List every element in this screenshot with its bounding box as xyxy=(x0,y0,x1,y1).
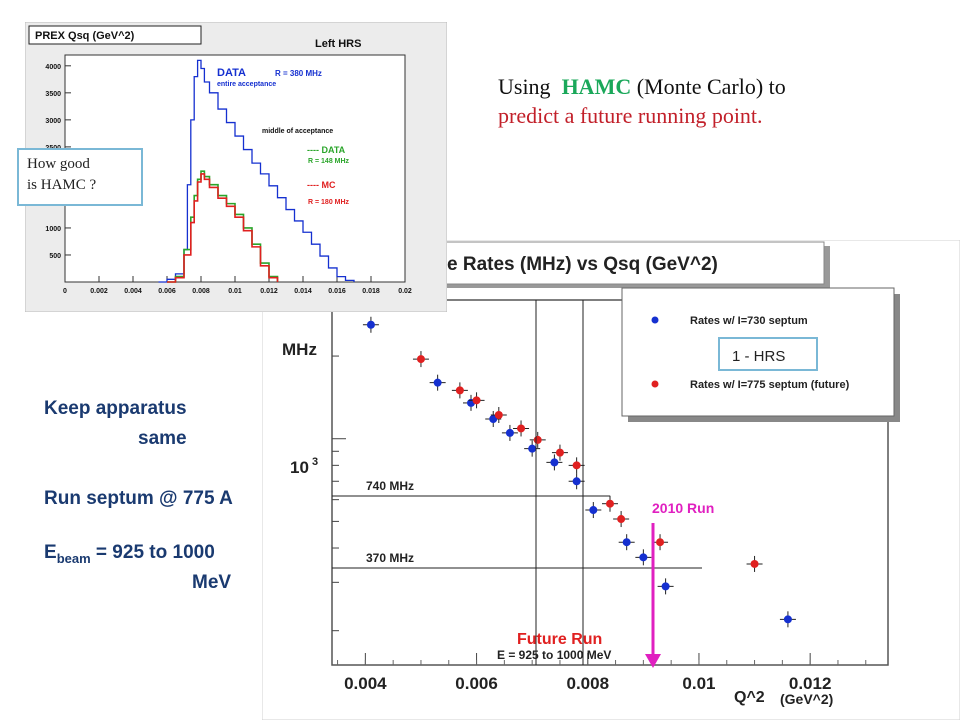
hist-ann-green: ---- DATA xyxy=(307,145,346,155)
hist-ann-data-sub: entire acceptance xyxy=(217,81,276,88)
hist-xtick-label: 0 xyxy=(63,288,67,295)
rates-point-red xyxy=(555,448,564,457)
caption-predict: predict a future running point. xyxy=(498,103,763,128)
left-line-1: Keep apparatus xyxy=(44,398,187,419)
rates-ytick-exp: 3 xyxy=(312,456,318,468)
caption: Using HAMC (Monte Carlo) to predict a fu… xyxy=(498,72,798,130)
hist-xtick-label: 0.012 xyxy=(260,288,278,295)
hist-xtick-label: 0.016 xyxy=(328,288,346,295)
rates-xtick-label: 0.01 xyxy=(682,674,715,693)
hist-ytick-label: 500 xyxy=(49,253,61,260)
rates-point-red xyxy=(606,499,614,508)
future-run-arrow-head xyxy=(645,654,661,668)
rates-point-blue xyxy=(639,553,648,562)
rates-title-box xyxy=(395,241,825,285)
hist-series-0-line xyxy=(158,59,355,283)
rates-plot-frame xyxy=(331,299,889,666)
hist-xtick-label: 0.01 xyxy=(228,288,242,295)
left-line-4: Ebeam = 925 to 1000 xyxy=(44,542,215,566)
rates-ytick-base: 10 xyxy=(290,458,309,477)
hist-xtick-label: 0.008 xyxy=(192,288,210,295)
rates-xtick-label: 0.006 xyxy=(455,674,498,693)
legend-note-box xyxy=(718,337,818,371)
rates-point-red xyxy=(750,559,759,568)
rates-point-red xyxy=(572,461,581,470)
run-2010-label: 2010 Run xyxy=(652,500,714,516)
rates-point-blue xyxy=(783,615,792,624)
rates-xtick-label: 0.008 xyxy=(566,674,609,693)
hist-ann-green-rate: R = 148 MHz xyxy=(308,158,350,165)
rates-title: e Rates (MHz) vs Qsq (GeV^2) xyxy=(447,254,718,275)
rates-point-red xyxy=(416,355,425,364)
hamc-callout: How good is HAMC ? xyxy=(17,148,143,206)
hist-xtick-label: 0.02 xyxy=(398,288,412,295)
hist-ytick-label: 1000 xyxy=(45,226,61,233)
legend-marker-red xyxy=(651,380,659,388)
hist-xtick-label: 0.002 xyxy=(90,288,108,295)
histogram-title-box xyxy=(28,25,202,45)
hist-ytick-label: 4000 xyxy=(45,64,61,71)
left-line-2: same xyxy=(138,428,187,449)
hist-ytick-label: 3500 xyxy=(45,91,61,98)
legend-entry-775: Rates w/ I=775 septum (future) xyxy=(690,379,850,391)
rates-chart: e Rates (MHz) vs Qsq (GeV^2) 0.004 0.006 0… xyxy=(262,240,960,720)
hist-ann-middle: middle of acceptance xyxy=(262,128,333,135)
legend-marker-blue xyxy=(651,316,659,324)
rates-point-red xyxy=(533,435,542,444)
rates-point-blue xyxy=(528,444,537,453)
rates-point-blue xyxy=(366,320,375,329)
rates-xlabel: Q^2 xyxy=(734,689,765,706)
legend-entry-730: Rates w/ I=730 septum xyxy=(690,315,808,327)
histogram-title: PREX Qsq (GeV^2) xyxy=(35,30,135,42)
hist-xtick-label: 0.018 xyxy=(362,288,380,295)
future-run-label: Future Run xyxy=(517,631,602,648)
rates-xtick-label: 0.012 xyxy=(789,674,832,693)
hist-xtick-label: 0.004 xyxy=(124,288,142,295)
hist-ann-data-rate: R = 380 MHz xyxy=(275,69,322,78)
ref-label-370: 370 MHz xyxy=(366,551,414,565)
caption-part1: Using xyxy=(498,74,551,99)
left-line-3: Run septum @ 775 A xyxy=(44,488,233,509)
hist-ann-data: DATA xyxy=(217,67,246,79)
rates-point-blue xyxy=(572,477,581,486)
caption-hamc: HAMC xyxy=(561,74,632,99)
rates-point-blue xyxy=(622,538,631,547)
rates-point-blue xyxy=(550,458,559,467)
rates-point-blue xyxy=(505,428,514,437)
ebeam-prefix: E xyxy=(44,542,57,563)
ebeam-rest: = 925 to 1000 xyxy=(90,542,215,563)
rates-ylabel: MHz xyxy=(282,340,317,359)
rates-point-red xyxy=(617,515,626,524)
rates-point-red xyxy=(517,424,526,433)
rates-xlabel-unit: (GeV^2) xyxy=(780,691,833,707)
rates-point-blue xyxy=(433,378,442,387)
legend-note: 1 - HRS xyxy=(732,348,785,365)
ref-label-740: 740 MHz xyxy=(366,479,414,493)
histogram-chart: PREX Qsq (GeV^2) Left HRS 0 0.002 0.004 0.0… xyxy=(25,22,447,312)
ebeam-sub: beam xyxy=(56,550,91,566)
rates-xtick-label: 0.004 xyxy=(344,674,387,693)
rates-point-red xyxy=(455,386,464,395)
rates-point-blue xyxy=(589,506,598,515)
hist-ann-red: ---- MC xyxy=(307,180,336,190)
rates-point-blue xyxy=(661,582,670,591)
caption-part2: (Monte Carlo) to xyxy=(636,74,786,99)
hist-ann-red-rate: R = 180 MHz xyxy=(308,199,350,206)
hist-xtick-label: 0.006 xyxy=(158,288,176,295)
hist-ytick-label: 3000 xyxy=(45,118,61,125)
callout-line-2: is HAMC ? xyxy=(27,177,97,193)
histogram-subtitle: Left HRS xyxy=(315,38,361,50)
rates-point-red xyxy=(494,411,503,420)
energy-label: E = 925 to 1000 MeV xyxy=(497,648,611,662)
callout-line-1: How good xyxy=(27,156,90,172)
rates-point-blue xyxy=(489,414,498,423)
rates-point-red xyxy=(472,396,481,405)
rates-point-red xyxy=(656,538,665,547)
left-line-5: MeV xyxy=(192,572,232,593)
hist-series-2-line xyxy=(167,173,279,283)
hist-xtick-label: 0.014 xyxy=(294,288,312,295)
